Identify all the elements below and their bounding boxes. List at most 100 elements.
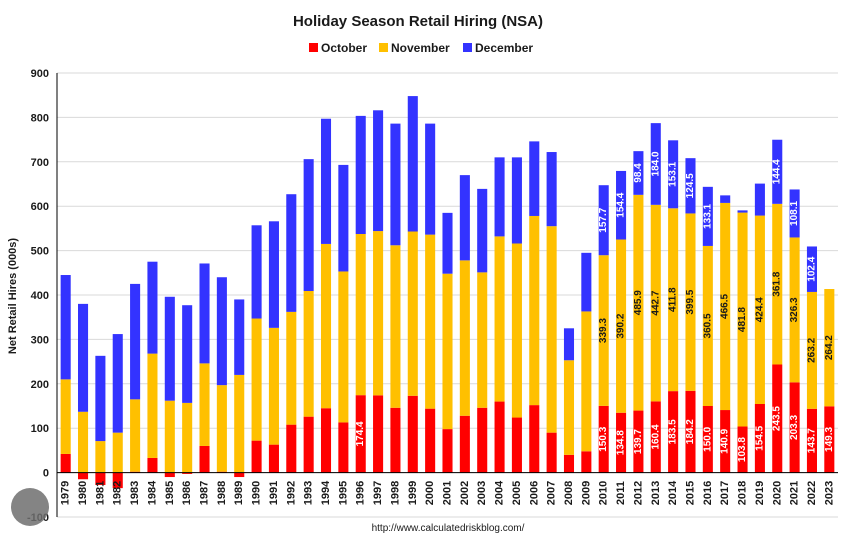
data-label-october-2016: 150.0 xyxy=(702,426,713,451)
bar-october-1984 xyxy=(147,457,158,473)
bar-october-1998 xyxy=(390,407,401,473)
data-label-october-2012: 139.7 xyxy=(633,429,644,454)
x-tick-label-2001: 2001 xyxy=(442,481,454,505)
bar-november-1995 xyxy=(338,271,349,423)
data-label-november-2019: 424.4 xyxy=(754,297,765,322)
x-axis-ticks: 1979 1980 1981 1982 1983 1984 1985 1986 1987 1988… xyxy=(60,480,836,505)
bar-october-2006 xyxy=(529,405,540,473)
data-label-october-2019: 154.5 xyxy=(754,425,765,450)
bar-november-2016 xyxy=(702,245,713,406)
bar-november-1983 xyxy=(130,399,141,472)
bar-december-1990 xyxy=(251,225,262,319)
bar-november-1986 xyxy=(182,402,193,473)
x-tick-label-1984: 1984 xyxy=(146,480,158,505)
bar-december-2013 xyxy=(650,123,661,205)
x-tick-label-2003: 2003 xyxy=(476,481,488,505)
bar-october-2015 xyxy=(685,390,696,473)
x-tick-label-1994: 1994 xyxy=(320,480,332,505)
bar-november-2022 xyxy=(806,291,817,409)
source-url: http://www.calculatedriskblog.com/ xyxy=(372,523,525,534)
x-tick-label-2012: 2012 xyxy=(632,481,644,505)
legend-swatch-november xyxy=(379,43,388,52)
bar-november-2015 xyxy=(685,213,696,391)
bar-december-2002 xyxy=(459,175,470,261)
bar-october-2011 xyxy=(616,412,627,473)
bar-december-2015 xyxy=(685,158,696,214)
bar-november-1994 xyxy=(320,243,332,409)
bar-december-2019 xyxy=(754,183,765,216)
data-label-december-2022: 102.4 xyxy=(806,256,817,281)
data-label-october-2018: 103.8 xyxy=(737,437,748,462)
x-tick-label-1980: 1980 xyxy=(77,481,89,505)
bar-october-2017 xyxy=(720,410,731,473)
y-tick-label: 600 xyxy=(31,201,49,213)
y-tick-label: 700 xyxy=(31,157,49,169)
bar-october-2013 xyxy=(650,401,661,473)
x-tick-label-2006: 2006 xyxy=(528,481,540,505)
bar-november-2018 xyxy=(737,212,748,427)
x-tick-label-2021: 2021 xyxy=(789,481,801,505)
x-tick-label-2020: 2020 xyxy=(771,481,783,505)
bar-december-2001 xyxy=(442,212,453,274)
data-label-december-2015: 124.5 xyxy=(685,173,696,198)
bar-december-1989 xyxy=(234,299,245,375)
bar-october-1980 xyxy=(78,472,89,480)
bar-october-1991 xyxy=(268,444,279,473)
bar-december-2021 xyxy=(789,189,800,238)
bar-november-2020 xyxy=(772,203,783,365)
data-labels: 174.4 150.3 339.3 157.7 134.8 390.2 154.4 139.7… xyxy=(355,151,835,462)
bar-december-2004 xyxy=(494,157,505,237)
bar-november-1981 xyxy=(95,441,106,473)
data-label-november-2010: 339.3 xyxy=(598,318,609,343)
data-label-november-2016: 360.5 xyxy=(702,313,713,338)
bar-october-2012 xyxy=(633,410,644,473)
bar-december-2011 xyxy=(616,170,627,240)
data-label-october-2022: 143.7 xyxy=(806,428,817,453)
bar-november-2010 xyxy=(598,255,609,406)
data-label-october-2020: 243.5 xyxy=(772,406,783,431)
bar-december-2007 xyxy=(546,152,557,227)
bar-november-2001 xyxy=(442,273,453,430)
bar-october-1981 xyxy=(95,472,106,486)
bar-november-1987 xyxy=(199,363,210,446)
bar-december-2018 xyxy=(737,210,748,213)
bar-december-2017 xyxy=(720,195,731,203)
bar-december-2008 xyxy=(563,328,575,361)
x-tick-label-1981: 1981 xyxy=(94,481,106,505)
data-label-december-2013: 184.0 xyxy=(650,151,661,176)
bar-october-2016 xyxy=(702,406,713,473)
bar-october-1982 xyxy=(112,472,123,489)
bar-november-2000 xyxy=(425,234,436,409)
bar-december-2010 xyxy=(598,185,609,256)
bar-november-2019 xyxy=(754,215,765,405)
bar-december-2012 xyxy=(633,151,644,195)
y-axis-ticks: -1000100200300400500600700800900 xyxy=(27,68,49,524)
data-label-november-2011: 390.2 xyxy=(616,313,627,338)
bar-december-1996 xyxy=(355,115,366,234)
data-label-november-2023: 264.2 xyxy=(824,335,835,360)
bar-october-1990 xyxy=(251,440,262,473)
x-tick-label-1999: 1999 xyxy=(407,481,419,505)
bar-november-2005 xyxy=(511,243,522,418)
bar-november-1998 xyxy=(390,245,401,408)
bar-october-2021 xyxy=(789,382,800,473)
legend: October November December xyxy=(309,41,533,55)
bar-november-1996 xyxy=(355,233,366,396)
x-tick-label-2023: 2023 xyxy=(823,481,835,505)
y-tick-label: 300 xyxy=(31,334,49,346)
bar-december-1992 xyxy=(286,194,297,312)
x-tick-label-1988: 1988 xyxy=(216,481,228,505)
data-label-november-2020: 361.8 xyxy=(772,271,783,296)
x-tick-label-1985: 1985 xyxy=(164,481,176,505)
bar-october-2018 xyxy=(737,426,748,473)
bar-october-1995 xyxy=(338,422,349,473)
bar-october-1987 xyxy=(199,445,210,473)
y-tick-label: 100 xyxy=(31,423,49,435)
lens-icon[interactable] xyxy=(11,488,49,526)
x-tick-label-2018: 2018 xyxy=(737,481,749,505)
x-tick-label-2010: 2010 xyxy=(598,481,610,505)
x-tick-label-2013: 2013 xyxy=(650,481,662,505)
legend-label-november: November xyxy=(391,41,450,55)
x-tick-label-2016: 2016 xyxy=(702,481,714,505)
x-tick-label-1989: 1989 xyxy=(233,481,245,505)
